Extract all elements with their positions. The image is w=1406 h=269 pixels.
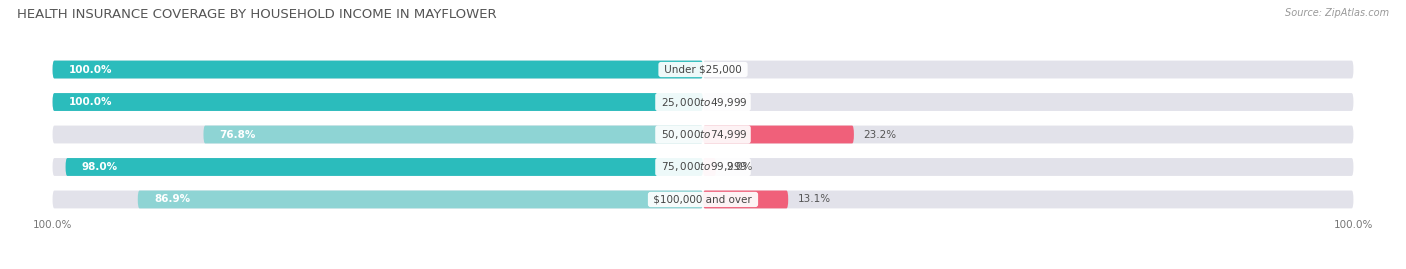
Text: $75,000 to $99,999: $75,000 to $99,999 [658, 161, 748, 174]
FancyBboxPatch shape [52, 93, 703, 111]
Text: 100.0%: 100.0% [32, 220, 72, 230]
FancyBboxPatch shape [703, 126, 853, 143]
FancyBboxPatch shape [52, 61, 703, 79]
FancyBboxPatch shape [52, 61, 703, 79]
Text: HEALTH INSURANCE COVERAGE BY HOUSEHOLD INCOME IN MAYFLOWER: HEALTH INSURANCE COVERAGE BY HOUSEHOLD I… [17, 8, 496, 21]
Text: $50,000 to $74,999: $50,000 to $74,999 [658, 128, 748, 141]
FancyBboxPatch shape [138, 190, 703, 208]
Text: $25,000 to $49,999: $25,000 to $49,999 [658, 95, 748, 108]
FancyBboxPatch shape [52, 190, 703, 208]
FancyBboxPatch shape [703, 190, 1354, 208]
Text: 100.0%: 100.0% [69, 97, 112, 107]
FancyBboxPatch shape [703, 61, 1354, 79]
FancyBboxPatch shape [52, 93, 703, 111]
Text: 100.0%: 100.0% [69, 65, 112, 75]
FancyBboxPatch shape [703, 158, 1354, 176]
Text: Under $25,000: Under $25,000 [661, 65, 745, 75]
FancyBboxPatch shape [204, 126, 703, 143]
Text: 100.0%: 100.0% [1334, 220, 1374, 230]
FancyBboxPatch shape [703, 93, 1354, 111]
Text: 76.8%: 76.8% [219, 129, 256, 140]
FancyBboxPatch shape [52, 158, 703, 176]
FancyBboxPatch shape [52, 126, 703, 143]
Text: $100,000 and over: $100,000 and over [651, 194, 755, 204]
FancyBboxPatch shape [703, 190, 789, 208]
Text: 98.0%: 98.0% [82, 162, 118, 172]
Text: 86.9%: 86.9% [155, 194, 190, 204]
Text: 23.2%: 23.2% [863, 129, 897, 140]
FancyBboxPatch shape [66, 158, 703, 176]
FancyBboxPatch shape [703, 126, 1354, 143]
Text: 13.1%: 13.1% [799, 194, 831, 204]
Legend: With Coverage, Without Coverage: With Coverage, Without Coverage [579, 268, 827, 269]
FancyBboxPatch shape [703, 158, 716, 176]
Text: 2.0%: 2.0% [725, 162, 752, 172]
Text: Source: ZipAtlas.com: Source: ZipAtlas.com [1285, 8, 1389, 18]
